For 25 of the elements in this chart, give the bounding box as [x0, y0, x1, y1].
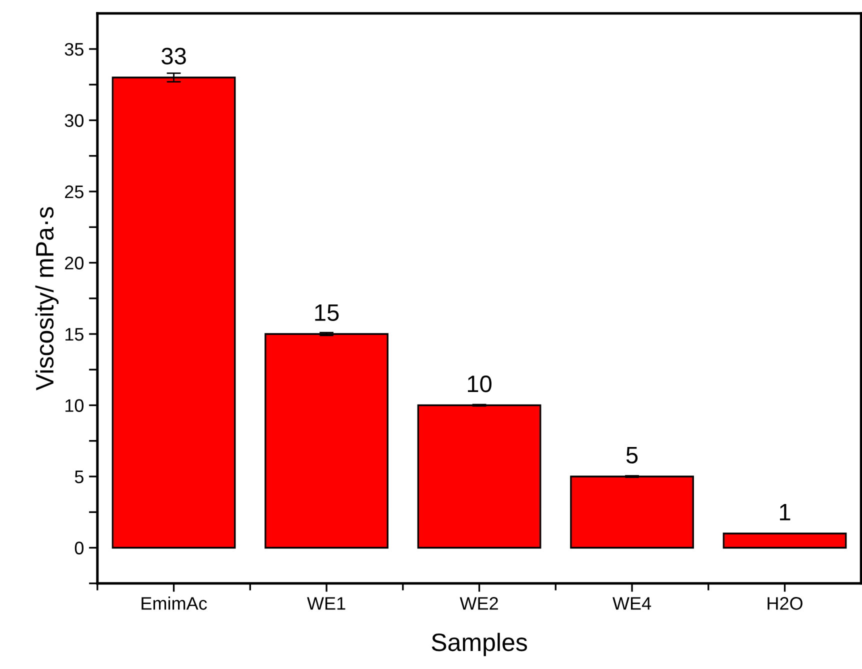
y-tick-label: 15: [66, 328, 84, 341]
data-label: 15: [315, 304, 339, 321]
x-tick-label: EmimAc: [142, 596, 207, 610]
x-axis-title: Samples: [432, 632, 528, 656]
y-tick-label: 10: [66, 399, 84, 412]
y-tick-label: 5: [74, 470, 84, 484]
y-tick-label: 35: [64, 42, 84, 56]
x-tick-label: H2O: [768, 597, 802, 610]
x-tick-label: WE2: [460, 597, 498, 610]
y-tick-label: 0: [74, 542, 84, 554]
data-label: 5: [626, 447, 638, 464]
bar: [417, 404, 542, 549]
bar: [112, 76, 236, 549]
bar: [570, 476, 694, 549]
bar: [264, 333, 388, 549]
data-label: 1: [780, 504, 790, 520]
x-tick-label: WE1: [307, 597, 346, 610]
y-tick-label: 25: [65, 185, 84, 198]
y-axis-title: Viscosity/ mPa·s: [35, 207, 59, 390]
y-tick-label: 20: [65, 256, 84, 270]
bar: [722, 532, 847, 549]
y-tick-label: 30: [64, 114, 84, 127]
x-tick-label: WE4: [612, 597, 652, 610]
data-label: 10: [468, 376, 492, 392]
data-label: 33: [162, 48, 186, 65]
